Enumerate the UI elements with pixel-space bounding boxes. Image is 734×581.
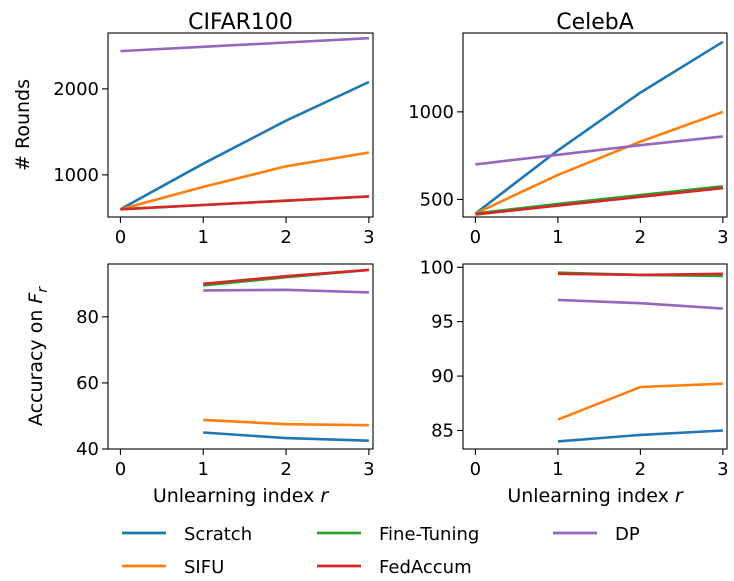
series-line-dp xyxy=(120,36,369,53)
series-line-sifu xyxy=(120,151,370,211)
y-tick-label: 85 xyxy=(431,421,454,442)
series-line-fedaccum xyxy=(475,186,724,216)
legend-item-sifu: SIFU xyxy=(122,557,224,578)
x-tick-label: 1 xyxy=(552,459,563,480)
y-tick-label: 1000 xyxy=(53,165,99,186)
x-tick-label: 0 xyxy=(115,227,126,248)
panel-title: CelebA xyxy=(556,10,634,35)
series-line-scratch xyxy=(203,431,369,442)
x-tick-label: 0 xyxy=(470,459,481,480)
y-tick-label: 60 xyxy=(76,373,99,394)
panel-1: 0 1 2 3 1000 2000 CIFAR100 # Rounds xyxy=(12,10,375,248)
x-tick-label: 3 xyxy=(363,227,374,248)
x-tick-label: 2 xyxy=(635,459,646,480)
series-line-sifu xyxy=(474,110,724,215)
legend-label: DP xyxy=(615,524,640,545)
x-tick-label: 2 xyxy=(280,459,291,480)
x-tick-label: 2 xyxy=(280,227,291,248)
legend-label: Fine-Tuning xyxy=(379,524,479,545)
legend-label: Scratch xyxy=(184,524,252,545)
panel-2: 0 1 2 3 500 1000 CelebA xyxy=(408,10,728,248)
y-tick-label: 2000 xyxy=(53,79,99,100)
x-tick-label: 1 xyxy=(198,227,209,248)
series-line-fedaccum xyxy=(557,272,723,277)
y-tick-label: 90 xyxy=(431,366,454,387)
y-tick-label: 1000 xyxy=(408,102,454,123)
y-axis-label: Accuracy on Fr xyxy=(25,286,51,426)
axes-frame xyxy=(107,263,374,450)
y-tick-label: 100 xyxy=(420,257,454,278)
y-tick-label: 40 xyxy=(76,439,99,460)
panel-3: 0 1 2 3 40 60 80 Accuracy on Fr Unlearning index… xyxy=(25,263,375,507)
series-line-dp xyxy=(557,298,723,310)
series-line-fedaccum xyxy=(203,268,369,286)
series-line-fedaccum xyxy=(120,195,369,211)
x-tick-label: 3 xyxy=(717,459,728,480)
y-axis-label: # Rounds xyxy=(12,79,34,171)
legend-label: SIFU xyxy=(184,557,224,578)
x-axis-label: Unlearning index r xyxy=(153,485,330,507)
series-line-sifu xyxy=(203,418,369,427)
axes-frame xyxy=(462,32,728,218)
axes-frame xyxy=(462,263,728,450)
y-tick-label: 95 xyxy=(431,312,454,333)
legend: Scratch SIFU Fine-Tuning FedAccum DP xyxy=(122,524,640,578)
series-line-scratch xyxy=(119,80,370,211)
x-tick-label: 1 xyxy=(198,459,209,480)
legend-item-fine-tuning: Fine-Tuning xyxy=(317,524,479,545)
series-line-dp xyxy=(475,135,724,166)
panel-4: 0 1 2 3 85 90 95 100 Unlearning index r xyxy=(420,257,729,507)
x-tick-label: 2 xyxy=(635,227,646,248)
x-tick-label: 0 xyxy=(115,459,126,480)
y-tick-label: 500 xyxy=(420,189,454,210)
legend-item-fedaccum: FedAccum xyxy=(317,557,472,578)
x-axis-label: Unlearning index r xyxy=(507,485,684,507)
series-line-dp xyxy=(203,288,369,294)
legend-item-scratch: Scratch xyxy=(122,524,252,545)
legend-label: FedAccum xyxy=(379,557,472,578)
axes-frame xyxy=(107,32,374,218)
panel-title: CIFAR100 xyxy=(188,10,293,35)
x-tick-label: 1 xyxy=(552,227,563,248)
series-line-sifu xyxy=(557,382,723,421)
y-tick-label: 80 xyxy=(76,307,99,328)
x-tick-label: 0 xyxy=(470,227,481,248)
series-line-scratch xyxy=(474,40,724,215)
x-tick-label: 3 xyxy=(363,459,374,480)
legend-item-dp: DP xyxy=(553,524,640,545)
series-line-scratch xyxy=(557,429,723,443)
x-tick-label: 3 xyxy=(717,227,728,248)
